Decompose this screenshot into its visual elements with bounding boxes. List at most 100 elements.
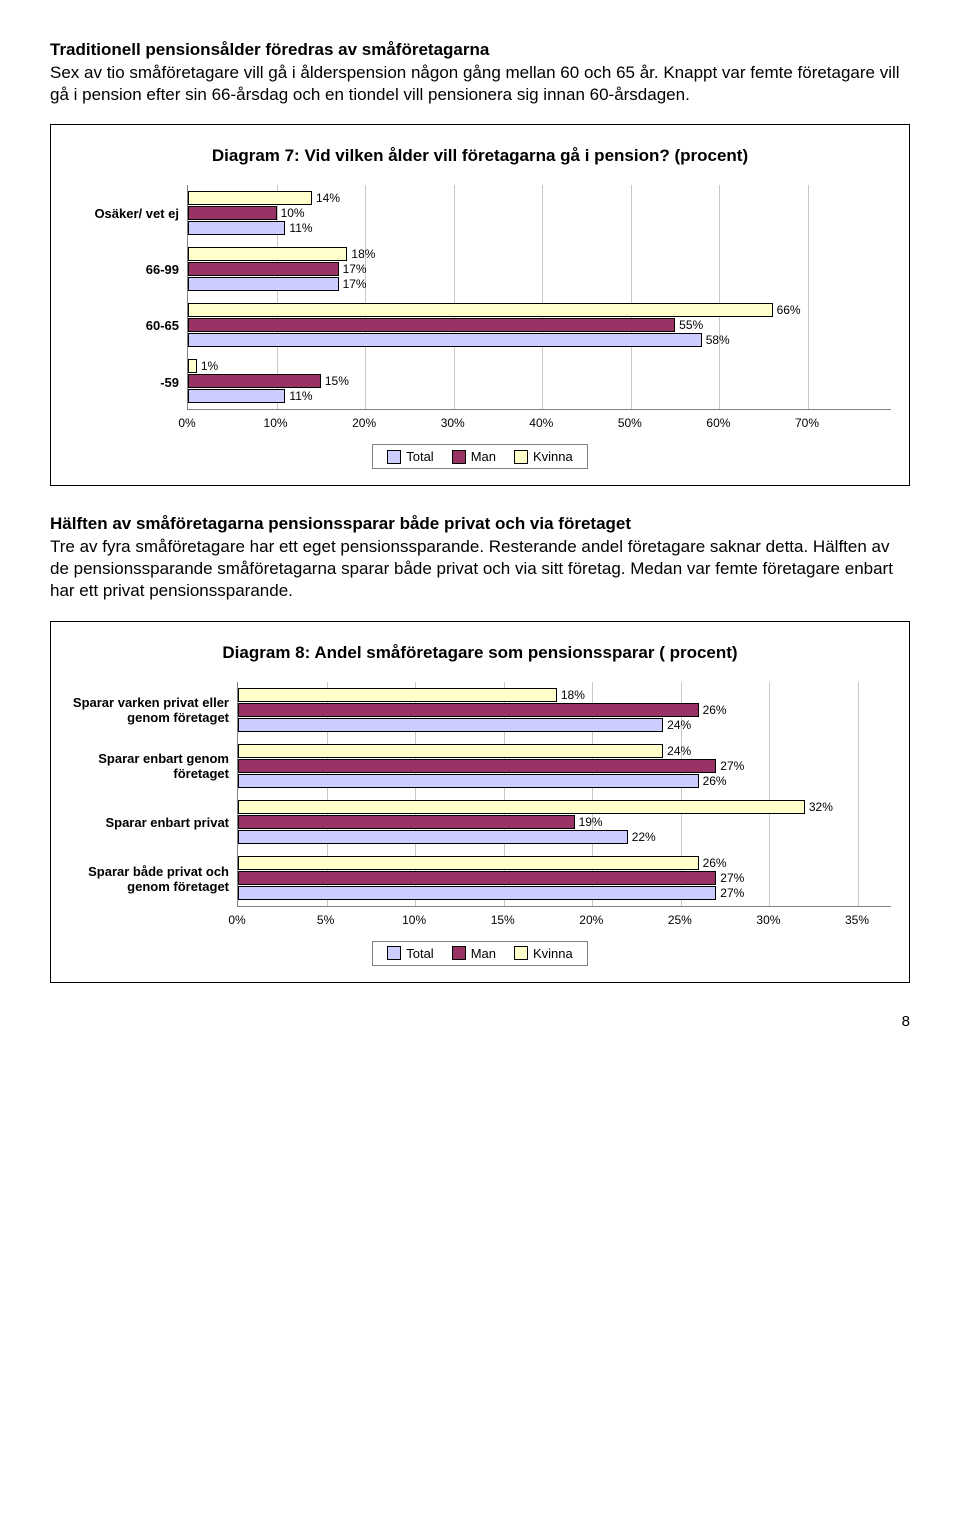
legend-swatch	[452, 946, 466, 960]
bar-row: 24%	[238, 717, 891, 732]
bar-label: 26%	[703, 703, 727, 717]
ylabel: Sparar både privat och genom företaget	[69, 851, 229, 907]
xtick-label: 0%	[228, 913, 245, 927]
xtick-label: 10%	[264, 416, 288, 430]
legend-item-total: Total	[387, 946, 433, 961]
bar-kvinna	[188, 303, 773, 317]
page-number: 8	[50, 1013, 910, 1030]
bar-label: 17%	[343, 277, 367, 291]
legend-swatch	[387, 946, 401, 960]
bar-man	[188, 206, 277, 220]
bar-man	[188, 374, 321, 388]
legend-item-total: Total	[387, 449, 433, 464]
bar-man	[188, 262, 339, 276]
bar-total	[238, 774, 699, 788]
bar-label: 24%	[667, 718, 691, 732]
bar-row: 18%	[188, 247, 891, 262]
bar-man	[238, 759, 716, 773]
bar-row: 55%	[188, 318, 891, 333]
legend-swatch	[514, 946, 528, 960]
bar-row: 1%	[188, 359, 891, 374]
chart8-body: Sparar varken privat eller genom företag…	[69, 682, 891, 966]
bar-man	[188, 318, 675, 332]
ylabel: -59	[69, 354, 179, 410]
bar-man	[238, 871, 716, 885]
bar-kvinna	[188, 191, 312, 205]
bar-label: 55%	[679, 318, 703, 332]
bar-kvinna	[238, 856, 699, 870]
xtick-label: 30%	[441, 416, 465, 430]
legend-item-kvinna: Kvinna	[514, 449, 573, 464]
legend-swatch	[452, 450, 466, 464]
xtick-label: 5%	[317, 913, 334, 927]
legend-label: Total	[406, 946, 433, 961]
bar-row: 27%	[238, 870, 891, 885]
bar-row: 24%	[238, 743, 891, 758]
bar-row: 27%	[238, 758, 891, 773]
bar-kvinna	[188, 359, 197, 373]
xtick-label: 50%	[618, 416, 642, 430]
bar-row: 58%	[188, 333, 891, 348]
bar-man	[238, 703, 699, 717]
legend-item-man: Man	[452, 449, 496, 464]
xtick-label: 35%	[845, 913, 869, 927]
ylabel: Sparar varken privat eller genom företag…	[69, 682, 229, 738]
bar-label: 18%	[561, 688, 585, 702]
legend-item-man: Man	[452, 946, 496, 961]
bar-kvinna	[188, 247, 347, 261]
xtick-label: 25%	[668, 913, 692, 927]
bar-total	[188, 221, 285, 235]
bar-label: 18%	[351, 247, 375, 261]
section1-para: Sex av tio småföretagare vill gå i ålder…	[50, 62, 910, 106]
ylabel: Osäker/ vet ej	[69, 185, 179, 241]
xtick-label: 10%	[402, 913, 426, 927]
bar-kvinna	[238, 744, 663, 758]
bar-row: 66%	[188, 303, 891, 318]
legend-label: Man	[471, 946, 496, 961]
bar-label: 24%	[667, 744, 691, 758]
bar-label: 26%	[703, 774, 727, 788]
bar-label: 27%	[720, 886, 744, 900]
bar-row: 26%	[238, 773, 891, 788]
bar-label: 58%	[706, 333, 730, 347]
bar-row: 11%	[188, 221, 891, 236]
bar-row: 32%	[238, 799, 891, 814]
legend-swatch	[514, 450, 528, 464]
bar-label: 27%	[720, 871, 744, 885]
bar-label: 26%	[703, 856, 727, 870]
bar-total	[188, 333, 702, 347]
ylabel: 60-65	[69, 298, 179, 354]
bar-row: 15%	[188, 374, 891, 389]
bar-row: 18%	[238, 687, 891, 702]
bar-row: 10%	[188, 206, 891, 221]
ylabel: Sparar enbart genom företaget	[69, 738, 229, 794]
legend: TotalManKvinna	[372, 941, 588, 966]
bar-row: 19%	[238, 814, 891, 829]
xtick-label: 60%	[706, 416, 730, 430]
section2-heading: Hälften av småföretagarna pensionssparar…	[50, 514, 910, 534]
section2-para: Tre av fyra småföretagare har ett eget p…	[50, 536, 910, 602]
bar-total	[238, 830, 628, 844]
legend-label: Kvinna	[533, 449, 573, 464]
bar-label: 14%	[316, 191, 340, 205]
bar-row: 27%	[238, 885, 891, 900]
bar-label: 66%	[777, 303, 801, 317]
bar-label: 17%	[343, 262, 367, 276]
legend-swatch	[387, 450, 401, 464]
bar-row: 26%	[238, 855, 891, 870]
bar-label: 22%	[632, 830, 656, 844]
chart8-title: Diagram 8: Andel småföretagare som pensi…	[69, 642, 891, 664]
bar-kvinna	[238, 800, 805, 814]
ylabel: 66-99	[69, 242, 179, 298]
legend-label: Total	[406, 449, 433, 464]
bar-row: 22%	[238, 829, 891, 844]
legend: Total Man Kvinna	[372, 444, 588, 469]
bar-total	[188, 277, 339, 291]
section1-heading: Traditionell pensionsålder föredras av s…	[50, 40, 910, 60]
bar-kvinna	[238, 688, 557, 702]
bar-row: 14%	[188, 191, 891, 206]
chart7-body: Osäker/ vet ej66-9960-65-5914%10%11%18%1…	[69, 185, 891, 469]
bar-total	[238, 718, 663, 732]
bar-total	[188, 389, 285, 403]
chart7-container: Diagram 7: Vid vilken ålder vill företag…	[50, 124, 910, 486]
